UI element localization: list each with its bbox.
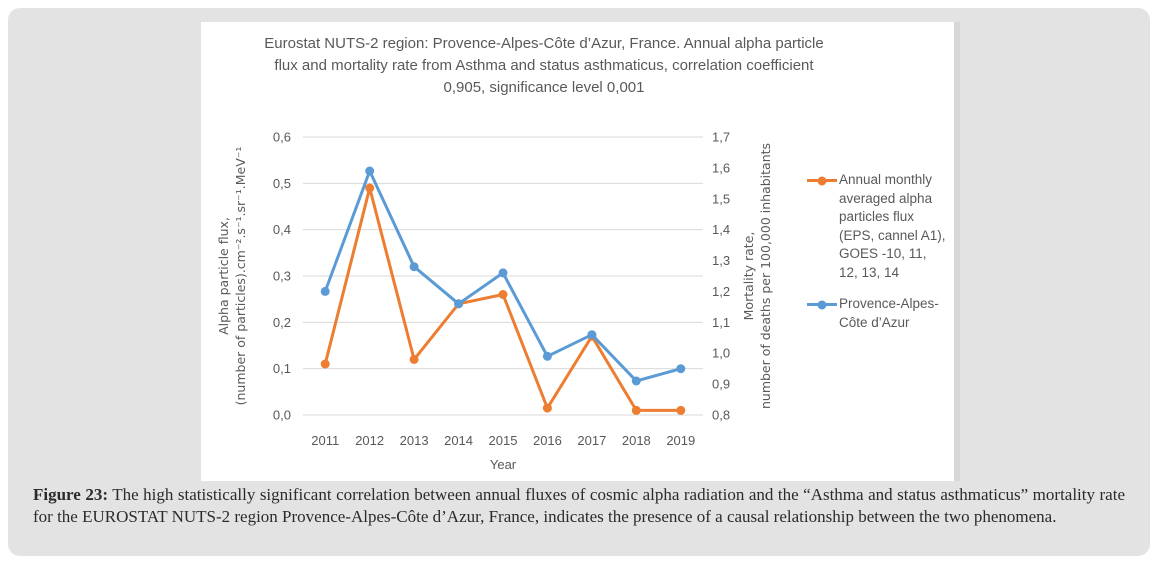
legend-item-region: Provence-Alpes- Côte d’Azur	[807, 295, 955, 332]
figure-caption: Figure 23: The high statistically signif…	[33, 484, 1125, 527]
series-mortality-rate	[320, 166, 686, 386]
y-tick-label-left: 0,0	[273, 408, 291, 423]
y-tick-label-right: 1,0	[712, 346, 730, 361]
x-axis-title: Year	[490, 457, 517, 472]
y-tick-label-right: 0,8	[712, 408, 730, 423]
data-point-marker	[676, 405, 686, 415]
x-tick-label: 2015	[489, 433, 518, 448]
chart-title: Eurostat NUTS-2 region: Provence-Alpes-C…	[264, 35, 824, 96]
x-tick-label: 2018	[622, 433, 651, 448]
data-point-marker	[542, 351, 552, 361]
x-tick-label: 2019	[666, 433, 695, 448]
x-tick-label: 2016	[533, 433, 562, 448]
legend-dot-icon	[817, 300, 827, 309]
y-tick-label-left: 0,5	[273, 176, 291, 191]
y-axis-right-tick-labels: 0,8 0,9 1,0 1,1 1,2 1,3 1,4 1,5 1,6 1,7	[712, 130, 730, 423]
chart-legend: Annual monthly averaged alpha particles …	[807, 171, 955, 332]
x-tick-label: 2012	[355, 433, 384, 448]
y-tick-label-left: 0,3	[273, 269, 291, 284]
y-tick-label-left: 0,1	[273, 361, 291, 376]
x-tick-label: 2014	[444, 433, 473, 448]
x-tick-label: 2017	[577, 433, 606, 448]
x-axis-tick-labels: 2011 2012 2013 2014 2015 2016 2017 2018 2019	[311, 433, 695, 448]
data-point-marker	[365, 183, 375, 193]
legend-item-alpha-flux: Annual monthly averaged alpha particles …	[807, 171, 955, 282]
y-tick-label-left: 0,6	[273, 130, 291, 145]
data-point-marker	[409, 354, 419, 364]
data-point-marker	[365, 166, 375, 176]
y-axis-title-right: Mortality rate, number of deaths per 100,…	[741, 143, 773, 409]
y-tick-label-right: 1,5	[712, 191, 730, 206]
y-tick-label-left: 0,2	[273, 315, 291, 330]
y-tick-label-right: 0,9	[712, 377, 730, 392]
legend-label-region: Provence-Alpes- Côte d’Azur	[839, 296, 939, 330]
data-point-marker	[587, 330, 597, 340]
legend-label-alpha-flux: Annual monthly averaged alpha particles …	[839, 172, 946, 280]
data-point-marker	[320, 359, 330, 369]
figure-caption-text: The high statistically significant corre…	[33, 485, 1125, 526]
data-point-marker	[676, 364, 686, 374]
y-tick-label-right: 1,2	[712, 284, 730, 299]
data-point-marker	[498, 268, 508, 278]
x-tick-label: 2013	[400, 433, 429, 448]
y-tick-label-right: 1,3	[712, 253, 730, 268]
chart-panel: Eurostat NUTS-2 region: Provence-Alpes-C…	[201, 22, 954, 481]
y-tick-label-right: 1,1	[712, 315, 730, 330]
data-point-marker	[631, 405, 641, 415]
y-axis-left-tick-labels: 0,0 0,1 0,2 0,3 0,4 0,5 0,6	[273, 130, 291, 423]
figure-caption-label: Figure 23:	[33, 485, 109, 504]
data-point-marker	[542, 403, 552, 413]
data-point-marker	[498, 290, 508, 299]
line-chart: 0,0 0,1 0,2 0,3 0,4 0,5 0,6 0,8 0,9 1,0 1,1 1,2 1,3 1…	[216, 130, 773, 473]
legend-line-marker-icon	[807, 176, 837, 185]
data-point-marker	[320, 286, 330, 296]
series-alpha-flux	[320, 183, 686, 415]
data-point-marker	[631, 376, 641, 386]
y-tick-label-right: 1,6	[712, 160, 730, 175]
series-line	[323, 186, 681, 412]
x-tick-label: 2011	[311, 433, 339, 448]
legend-line-marker-icon	[807, 300, 837, 309]
data-point-marker	[454, 299, 464, 309]
legend-dot-icon	[817, 176, 827, 185]
y-tick-label-left: 0,4	[273, 222, 291, 237]
data-point-marker	[409, 262, 419, 272]
y-axis-title-left: Alpha particle flux, (number of particles…	[216, 147, 248, 406]
y-tick-label-right: 1,4	[712, 222, 730, 237]
y-tick-label-right: 1,7	[712, 130, 730, 145]
